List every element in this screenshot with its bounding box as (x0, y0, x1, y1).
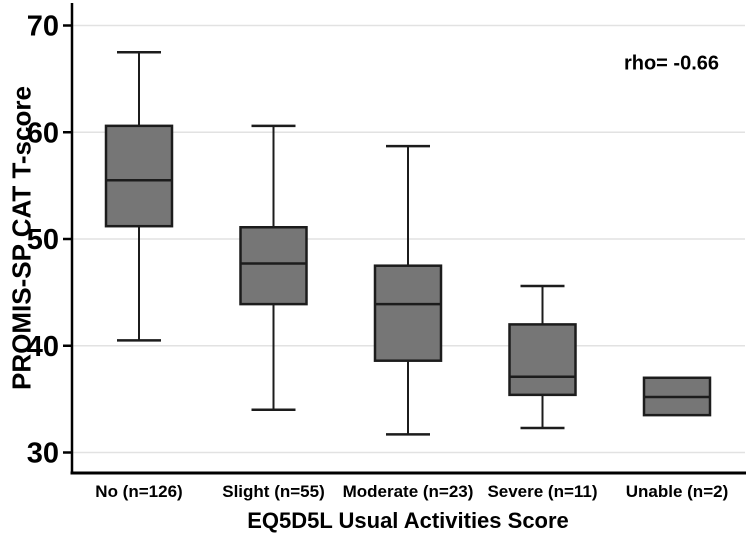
x-category-label: Slight (n=55) (222, 482, 324, 501)
y-tick-label: 30 (27, 438, 59, 470)
x-axis-title: EQ5D5L Usual Activities Score (247, 508, 569, 533)
y-tick-label: 60 (27, 117, 59, 149)
x-category-label: Severe (n=11) (487, 482, 597, 501)
y-axis-title: PROMIS-SP CAT T-score (6, 86, 37, 390)
y-tick-label: 40 (27, 331, 59, 363)
box-iqr (508, 323, 577, 397)
box-iqr (373, 264, 443, 362)
x-category-label: Moderate (n=23) (343, 482, 474, 501)
y-tick-label: 50 (27, 224, 59, 256)
box-iqr (239, 226, 308, 306)
rho-annotation: rho= -0.66 (623, 52, 719, 75)
box-iqr (104, 124, 174, 228)
x-category-label: No (n=126) (95, 482, 182, 501)
x-category-label: Unable (n=2) (626, 482, 729, 501)
y-tick-label: 70 (27, 11, 59, 43)
